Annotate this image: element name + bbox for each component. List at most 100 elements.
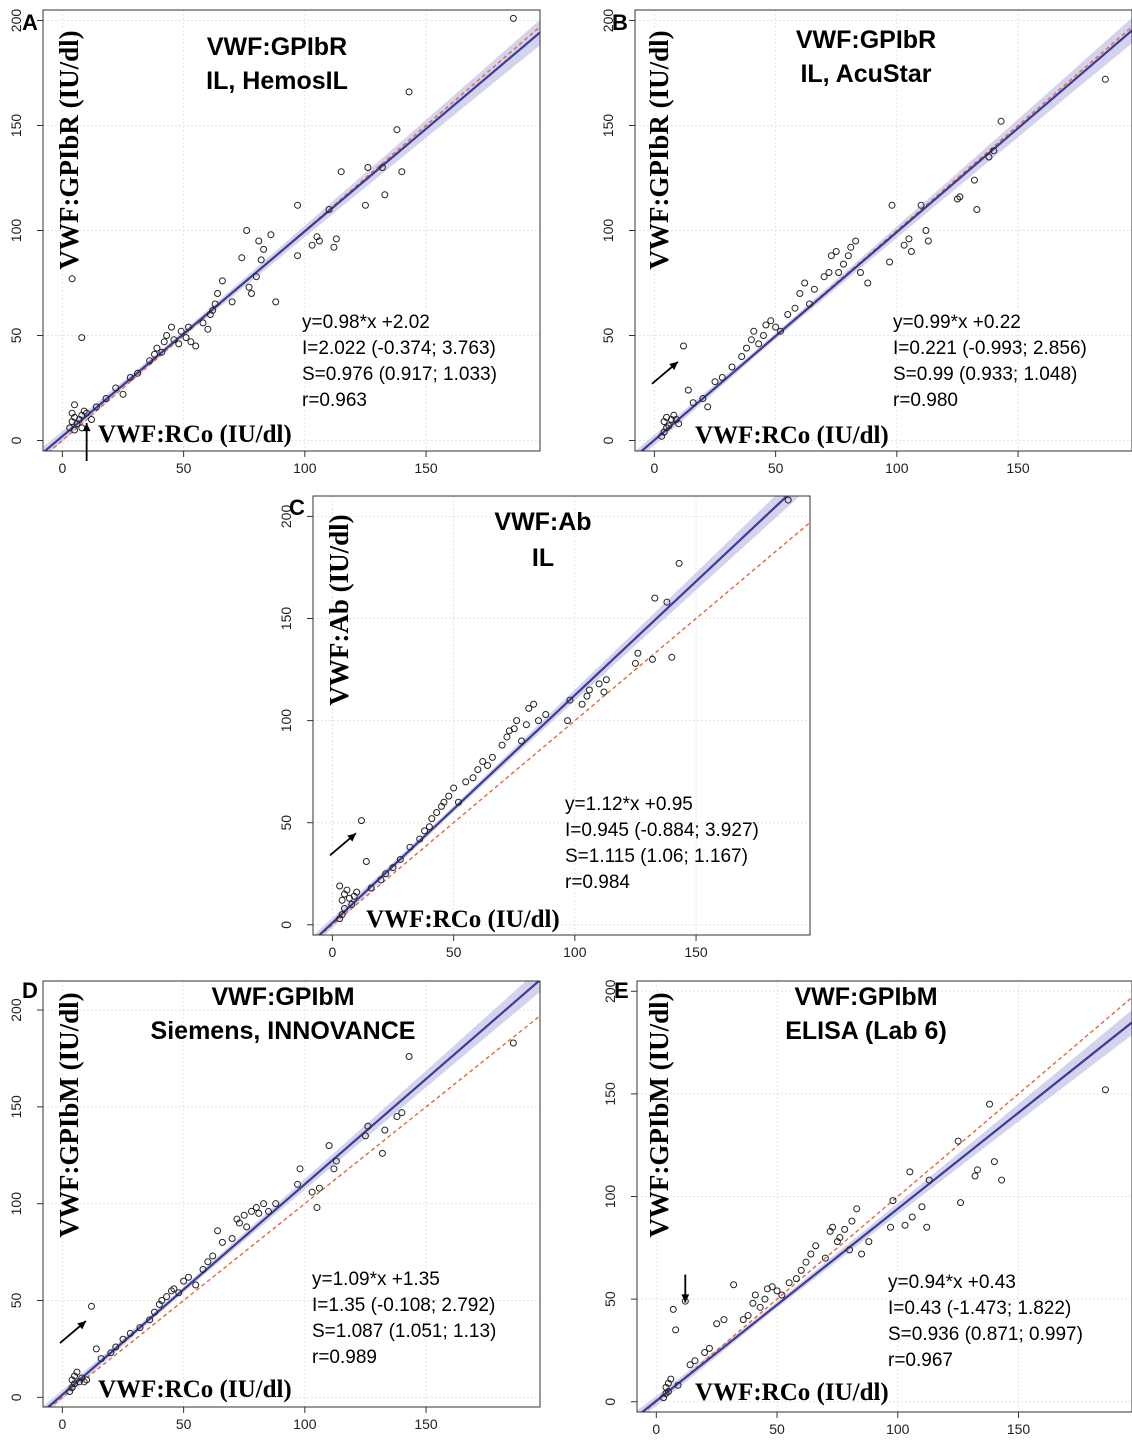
x-tick-label: 100 xyxy=(563,944,587,960)
plot-area xyxy=(43,14,540,451)
panel-letter: C xyxy=(289,495,305,520)
data-point xyxy=(377,876,385,884)
data-point xyxy=(406,843,414,851)
data-point xyxy=(801,279,809,287)
y-axis-label: VWF:GPIbR (IU/dl) xyxy=(54,30,84,269)
data-point xyxy=(364,164,372,171)
data-point xyxy=(257,256,265,264)
data-point xyxy=(396,855,404,863)
data-point xyxy=(330,1165,338,1173)
plot-frame xyxy=(42,980,541,1408)
data-point xyxy=(474,766,482,774)
data-point xyxy=(112,384,120,392)
y-tick-label: 50 xyxy=(8,328,24,344)
data-point xyxy=(595,680,603,688)
data-point xyxy=(634,649,642,657)
panel-title: VWF:GPIbR xyxy=(207,33,347,61)
data-point xyxy=(187,338,195,346)
data-point xyxy=(238,254,246,262)
data-point xyxy=(153,344,161,352)
plot-area xyxy=(637,996,1132,1412)
data-point xyxy=(341,904,349,912)
data-point xyxy=(839,260,847,268)
panel-title: VWF:GPIbR xyxy=(796,26,936,54)
data-point xyxy=(126,374,134,381)
x-tick-label: 50 xyxy=(769,1421,785,1437)
data-point xyxy=(252,273,260,281)
x-tick-label: 50 xyxy=(446,944,462,960)
data-point xyxy=(192,1281,200,1289)
y-axis-label: VWF:GPIbM (IU/dl) xyxy=(54,992,84,1237)
data-point xyxy=(393,126,401,134)
x-tick-label: 150 xyxy=(1006,460,1030,476)
data-point xyxy=(602,676,610,684)
grid xyxy=(43,981,540,1407)
data-point xyxy=(167,323,175,331)
x-axis-label: VWF:RCo (IU/dl) xyxy=(366,906,560,933)
data-point xyxy=(267,231,275,239)
data-point xyxy=(675,559,683,567)
data-point xyxy=(743,344,751,352)
data-point xyxy=(73,1368,81,1376)
data-point xyxy=(119,390,127,398)
data-point xyxy=(747,336,755,344)
y-tick-label: 150 xyxy=(8,1095,24,1119)
data-point xyxy=(315,1184,323,1192)
data-point xyxy=(381,191,389,199)
identity-line xyxy=(49,1015,540,1407)
data-point xyxy=(925,1176,933,1184)
data-point xyxy=(686,1361,694,1369)
panel-title: IL, AcuStar xyxy=(800,60,931,88)
data-point xyxy=(1101,1086,1109,1094)
data-point xyxy=(182,334,190,342)
identity-line xyxy=(643,996,1132,1412)
data-point xyxy=(674,1381,682,1389)
data-point xyxy=(160,338,168,346)
data-point xyxy=(255,237,263,245)
data-point xyxy=(750,327,758,335)
data-point xyxy=(119,1335,127,1343)
data-point xyxy=(699,395,707,402)
y-tick-label: 100 xyxy=(602,1185,618,1209)
data-point xyxy=(362,857,370,865)
data-point xyxy=(773,1287,781,1295)
data-point xyxy=(679,342,687,350)
data-point xyxy=(71,401,79,409)
regression-line xyxy=(640,1021,1132,1412)
data-point xyxy=(92,403,100,411)
data-point xyxy=(738,353,746,360)
x-tick-label: 0 xyxy=(58,1416,66,1432)
data-point xyxy=(900,241,908,249)
data-point xyxy=(313,1204,321,1212)
data-point xyxy=(600,688,608,696)
data-point xyxy=(522,721,530,729)
data-point xyxy=(243,227,251,234)
identity-line xyxy=(49,26,540,451)
y-tick-label: 100 xyxy=(600,219,616,243)
data-point xyxy=(214,290,222,297)
data-point xyxy=(228,298,236,306)
data-point xyxy=(308,1188,316,1196)
data-point xyxy=(755,340,763,348)
data-point xyxy=(428,815,436,823)
stats-line: y=1.12*x +0.95 xyxy=(565,794,693,815)
y-tick-label: 100 xyxy=(278,709,294,733)
data-point xyxy=(956,193,964,201)
data-point xyxy=(71,426,79,434)
y-tick-label: 0 xyxy=(8,436,24,444)
data-point xyxy=(525,704,533,712)
data-point xyxy=(177,327,185,335)
data-point xyxy=(957,1199,965,1207)
data-point xyxy=(308,241,316,249)
data-point xyxy=(889,1197,897,1205)
data-point xyxy=(585,686,593,694)
data-point xyxy=(336,882,344,890)
panel-title: Siemens, INNOVANCE xyxy=(151,1017,416,1045)
data-point xyxy=(361,201,369,209)
data-point xyxy=(199,319,207,327)
data-point xyxy=(762,321,770,329)
